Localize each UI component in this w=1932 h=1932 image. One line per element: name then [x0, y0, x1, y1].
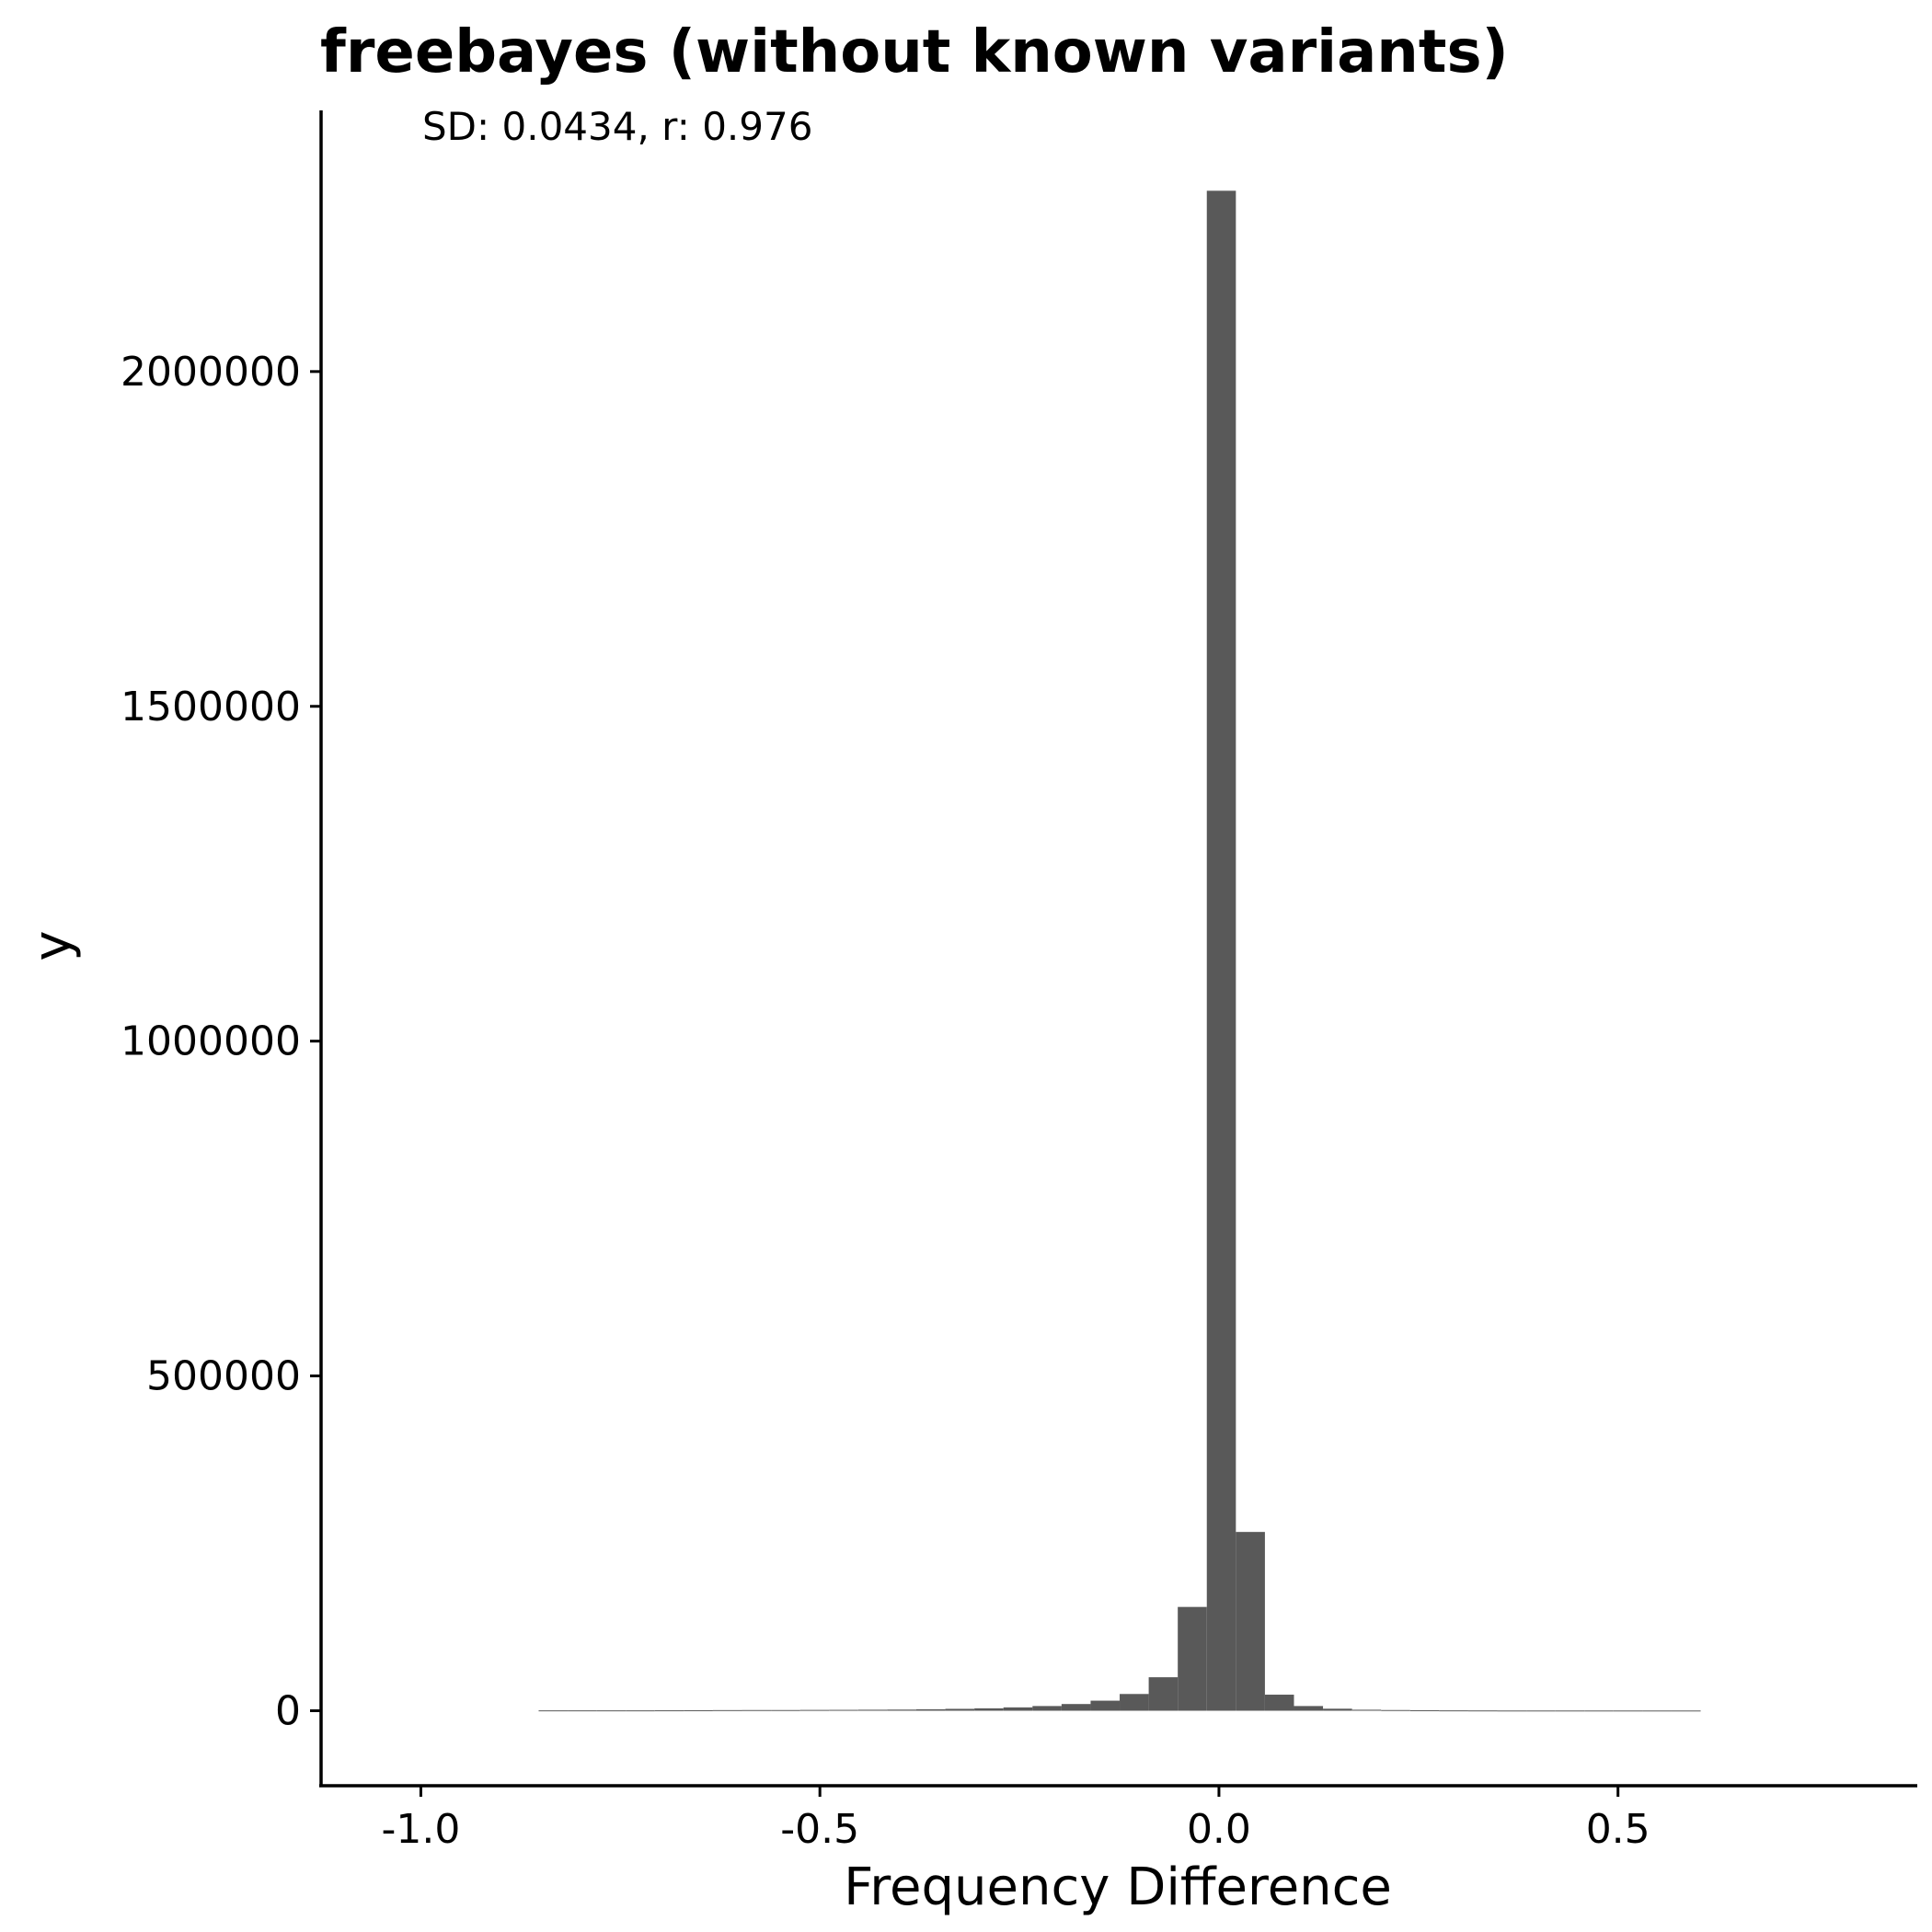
histogram-bar-18 — [1061, 1704, 1091, 1711]
histogram-bar-14 — [945, 1708, 975, 1711]
histogram-bars — [538, 190, 1701, 1712]
chart-title: freebayes (without known variants) — [320, 18, 1509, 86]
histogram-bar-0 — [538, 1710, 569, 1712]
histogram-bar-36 — [1584, 1710, 1614, 1712]
histogram-bar-15 — [974, 1708, 1004, 1711]
y-tick-label: 1500000 — [121, 684, 301, 730]
stats-annotation: SD: 0.0434, r: 0.976 — [422, 104, 812, 149]
histogram-bar-7 — [742, 1709, 772, 1711]
histogram-bar-28 — [1351, 1709, 1382, 1711]
histogram-bar-30 — [1409, 1709, 1440, 1711]
histogram-bar-33 — [1497, 1710, 1527, 1712]
histogram-bar-16 — [1003, 1707, 1033, 1711]
histogram-bar-4 — [654, 1710, 684, 1712]
histogram-bar-6 — [712, 1709, 742, 1711]
histogram-bar-20 — [1120, 1694, 1149, 1711]
histogram-bar-10 — [829, 1709, 858, 1711]
histogram-bar-25 — [1264, 1695, 1294, 1711]
x-axis-label: Frequency Difference — [844, 1857, 1392, 1917]
histogram-bar-11 — [857, 1709, 888, 1711]
histogram-bar-2 — [596, 1710, 627, 1712]
histogram-bar-26 — [1294, 1706, 1324, 1711]
histogram-bar-29 — [1381, 1709, 1410, 1711]
y-axis-label: y — [23, 930, 83, 960]
y-tick-label: 1000000 — [121, 1018, 301, 1065]
histogram-bar-1 — [568, 1710, 597, 1712]
histogram-bar-34 — [1526, 1710, 1556, 1712]
histogram-bar-5 — [684, 1709, 713, 1711]
x-tick-label: 0.0 — [1187, 1806, 1251, 1853]
x-tick-label: -1.0 — [382, 1806, 461, 1853]
y-tick-label: 0 — [275, 1687, 301, 1734]
histogram-bar-27 — [1323, 1708, 1352, 1711]
y-tick-label: 500000 — [146, 1353, 301, 1400]
histogram-bar-35 — [1555, 1710, 1585, 1712]
histogram-bar-21 — [1148, 1677, 1179, 1711]
histogram-bar-32 — [1467, 1710, 1498, 1712]
histogram-bar-12 — [887, 1709, 916, 1711]
histogram-bar-17 — [1032, 1706, 1062, 1711]
x-axis-ticks: -1.0 -0.5 0.0 0.5 — [382, 1786, 1650, 1853]
histogram-bar-31 — [1439, 1710, 1468, 1712]
x-tick-label: -0.5 — [780, 1806, 859, 1853]
histogram-bar-23 — [1206, 190, 1236, 1711]
y-tick-label: 2000000 — [121, 349, 301, 396]
histogram-bar-37 — [1613, 1710, 1643, 1712]
histogram-bar-3 — [626, 1710, 655, 1712]
histogram-bar-13 — [915, 1708, 946, 1711]
histogram-bar-8 — [771, 1709, 800, 1711]
y-axis-ticks: 0 500000 1000000 1500000 2000000 — [121, 349, 321, 1734]
histogram-bar-22 — [1178, 1606, 1207, 1711]
histogram-bar-24 — [1236, 1532, 1265, 1711]
histogram-bar-19 — [1090, 1700, 1121, 1711]
x-tick-label: 0.5 — [1586, 1806, 1650, 1853]
histogram-bar-9 — [799, 1709, 830, 1711]
histogram-bar-38 — [1642, 1710, 1672, 1712]
histogram-bar-39 — [1671, 1710, 1701, 1712]
